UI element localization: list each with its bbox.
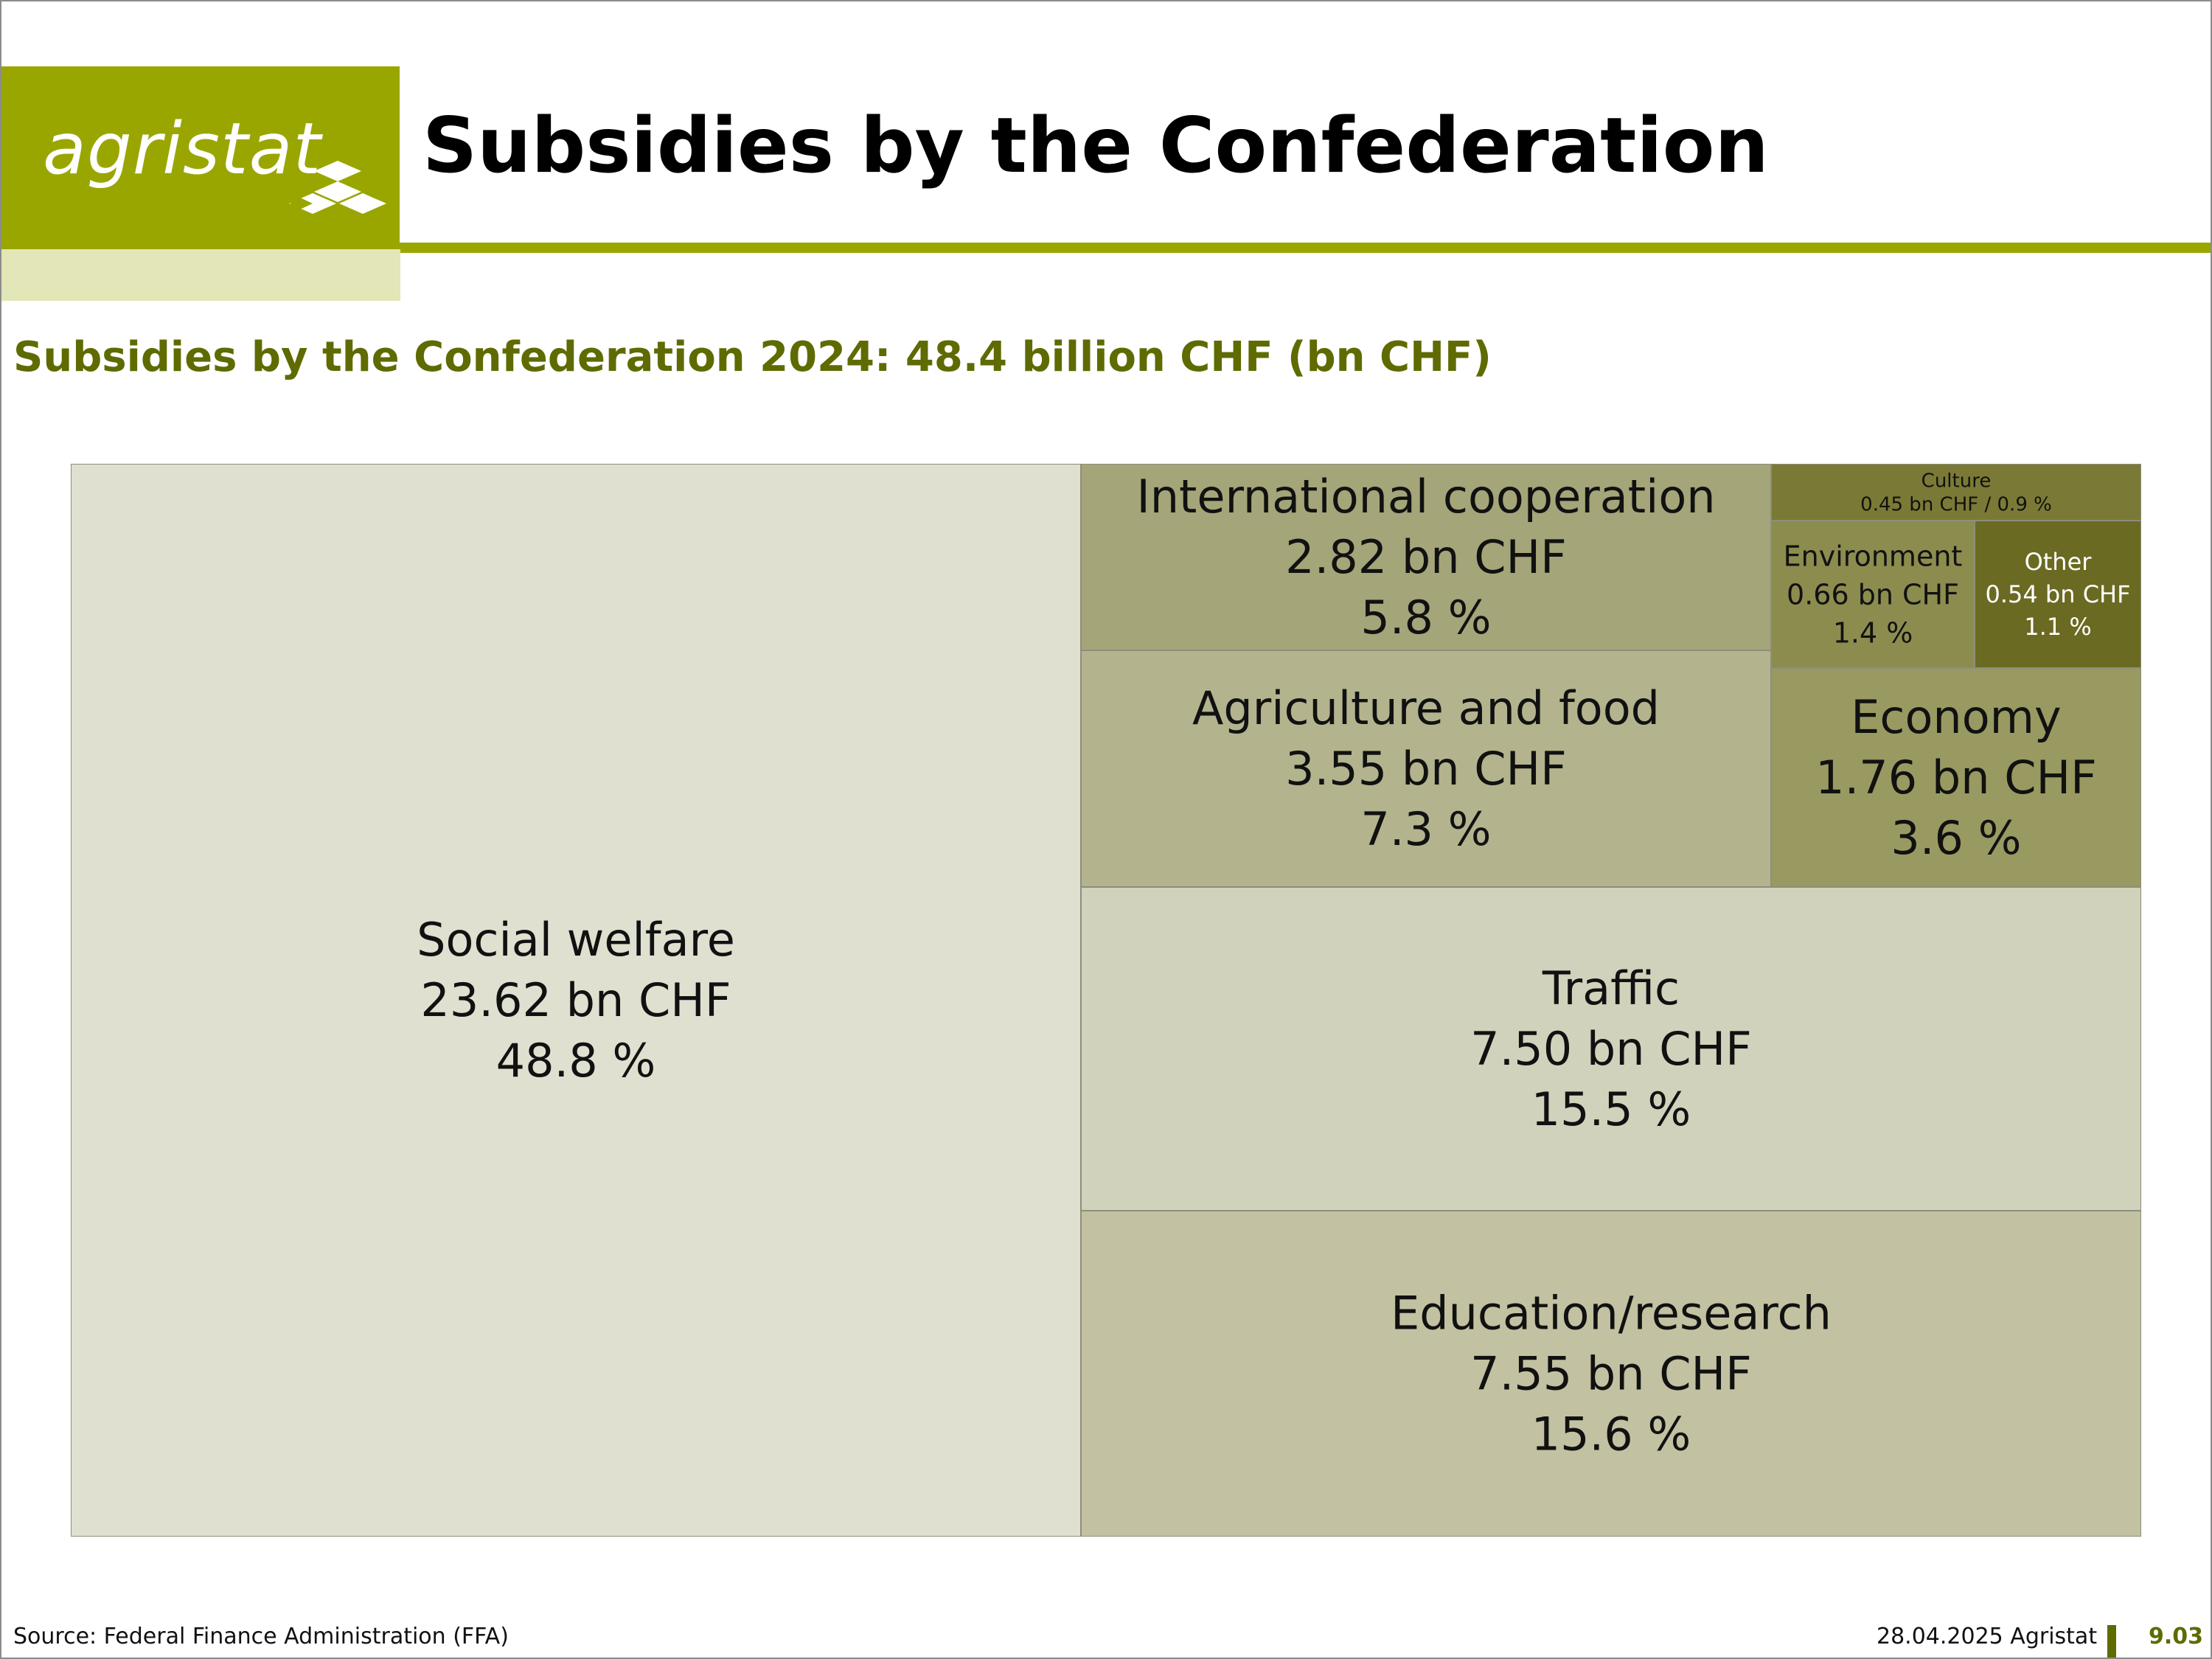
- treemap-international-cooperation-share-text: 5.8 %: [1360, 591, 1491, 644]
- treemap-environment-value-text: 0.66 bn CHF: [1787, 578, 1959, 611]
- source-note: Source: Federal Finance Administration (…: [13, 1624, 509, 1649]
- logo-underlay: [1, 249, 400, 301]
- treemap-tile-education-research: [1080, 1210, 2141, 1537]
- treemap-traffic-share-text: 15.5 %: [1531, 1082, 1691, 1136]
- chart-title: Subsidies by the Confederation 2024: 48.…: [13, 333, 1492, 381]
- treemap-other-label: Other: [2025, 548, 2093, 576]
- treemap-traffic-value-text: 7.50 bn CHF: [1470, 1022, 1752, 1076]
- treemap-environment-label: Environment: [1784, 540, 1963, 572]
- treemap-culture-value-share: 0.45 bn CHF / 0.9 %: [1860, 494, 2052, 516]
- treemap-agriculture-and-food-label: Agriculture and food: [1192, 681, 1660, 735]
- treemap-economy-label: Economy: [1851, 690, 2062, 744]
- header-rule: [400, 243, 2211, 253]
- treemap-tile-other: [1974, 520, 2141, 669]
- treemap-international-cooperation-label: International cooperation: [1136, 470, 1715, 524]
- page-number: 9.03: [2149, 1624, 2204, 1649]
- treemap-economy-value-text: 1.76 bn CHF: [1815, 751, 2097, 804]
- treemap-social-welfare-value-text: 23.62 bn CHF: [420, 973, 731, 1027]
- treemap-environment-share-text: 1.4 %: [1833, 616, 1913, 649]
- logo-text: agristat: [43, 108, 322, 190]
- treemap-social-welfare-share-text: 48.8 %: [496, 1034, 656, 1088]
- treemap-agriculture-and-food-value-text: 3.55 bn CHF: [1285, 742, 1567, 796]
- treemap-education-research-label: Education/research: [1391, 1287, 1832, 1340]
- treemap-traffic-label: Traffic: [1542, 961, 1680, 1015]
- treemap-agriculture-and-food-share-text: 7.3 %: [1360, 802, 1491, 856]
- treemap-social-welfare-label: Social welfare: [417, 913, 735, 967]
- treemap-education-research-share-text: 15.6 %: [1531, 1408, 1691, 1461]
- treemap-tile-environment: [1770, 520, 1975, 669]
- treemap-chart: Social welfare 23.62 bn CHF 48.8 % Internat…: [71, 464, 2141, 1537]
- treemap-economy-share-text: 3.6 %: [1891, 811, 2021, 865]
- footer-bar: [2107, 1625, 2116, 1658]
- treemap-culture-label: Culture: [1921, 470, 1992, 493]
- treemap-international-cooperation-value-text: 2.82 bn CHF: [1285, 530, 1567, 584]
- footer-date: 28.04.2025 Agristat: [1877, 1624, 2098, 1649]
- treemap-tile-traffic: [1080, 886, 2141, 1211]
- treemap-tile-culture: [1770, 464, 2141, 521]
- logo-diamond-mark-icon: [289, 161, 386, 214]
- treemap-other-share-text: 1.1 %: [2024, 613, 2091, 641]
- agristat-logo: [1, 66, 400, 249]
- treemap-tile-economy: [1770, 667, 2141, 888]
- treemap-other-value-text: 0.54 bn CHF: [1986, 580, 2131, 608]
- page-title: Subsidies by the Confederation: [422, 102, 1769, 190]
- treemap-education-research-value-text: 7.55 bn CHF: [1470, 1347, 1752, 1401]
